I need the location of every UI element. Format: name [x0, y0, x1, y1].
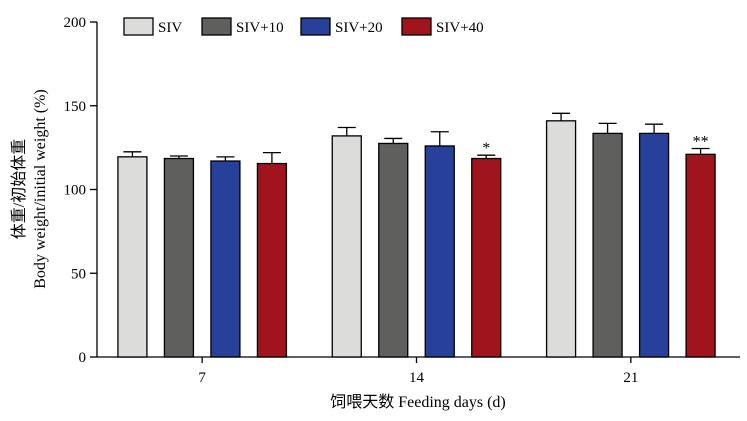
- legend-label: SIV+10: [236, 20, 284, 36]
- y-ticks: 0 50 100 150 200: [64, 15, 97, 366]
- legend-swatch: [201, 17, 232, 36]
- legend-swatch: [300, 17, 331, 36]
- legend-label: SIV+20: [335, 20, 383, 36]
- y-tick-label: 150: [64, 99, 87, 115]
- x-tick-label: 21: [623, 370, 638, 386]
- significance-mark: **: [693, 133, 709, 150]
- legend-swatch: [401, 17, 432, 36]
- significance-mark: *: [482, 140, 490, 157]
- legend: SIV SIV+10 SIV+20 SIV+40: [123, 17, 484, 36]
- legend-swatch: [123, 17, 154, 36]
- y-axis-title-cn: 体重/初始体重: [10, 139, 28, 239]
- bar-siv-plus-20-day-21: [638, 132, 670, 358]
- bar-siv-plus-40-day-14: [471, 157, 502, 358]
- bar-siv-plus-10-day-21: [592, 132, 623, 358]
- bar-siv-day-14: [331, 135, 362, 358]
- bar-siv-plus-10-day-7: [163, 157, 195, 358]
- x-ticks: 7 14 21: [198, 357, 638, 386]
- legend-label: SIV+40: [436, 20, 484, 36]
- x-axis-title: 饲喂天数 Feeding days (d): [330, 393, 506, 411]
- x-tick-label: 14: [409, 370, 425, 386]
- bar-siv-plus-20-day-7: [210, 160, 241, 358]
- y-tick-label: 0: [79, 350, 87, 366]
- bars: * **: [117, 112, 716, 358]
- bar-siv-day-7: [117, 156, 148, 358]
- y-tick-label: 200: [64, 15, 87, 31]
- bar-siv-plus-20-day-14: [424, 145, 455, 358]
- legend-label: SIV: [158, 20, 182, 36]
- bar-siv-plus-10-day-14: [378, 142, 409, 358]
- y-tick-label: 100: [64, 183, 87, 199]
- y-tick-label: 50: [71, 266, 86, 282]
- x-tick-label: 7: [198, 370, 206, 386]
- y-axis-title-en: Body weight/initial weight (%): [32, 89, 49, 289]
- bar-siv-day-21: [545, 120, 577, 358]
- bar-siv-plus-40-day-21: [685, 153, 716, 358]
- bar-siv-plus-40-day-7: [256, 162, 288, 358]
